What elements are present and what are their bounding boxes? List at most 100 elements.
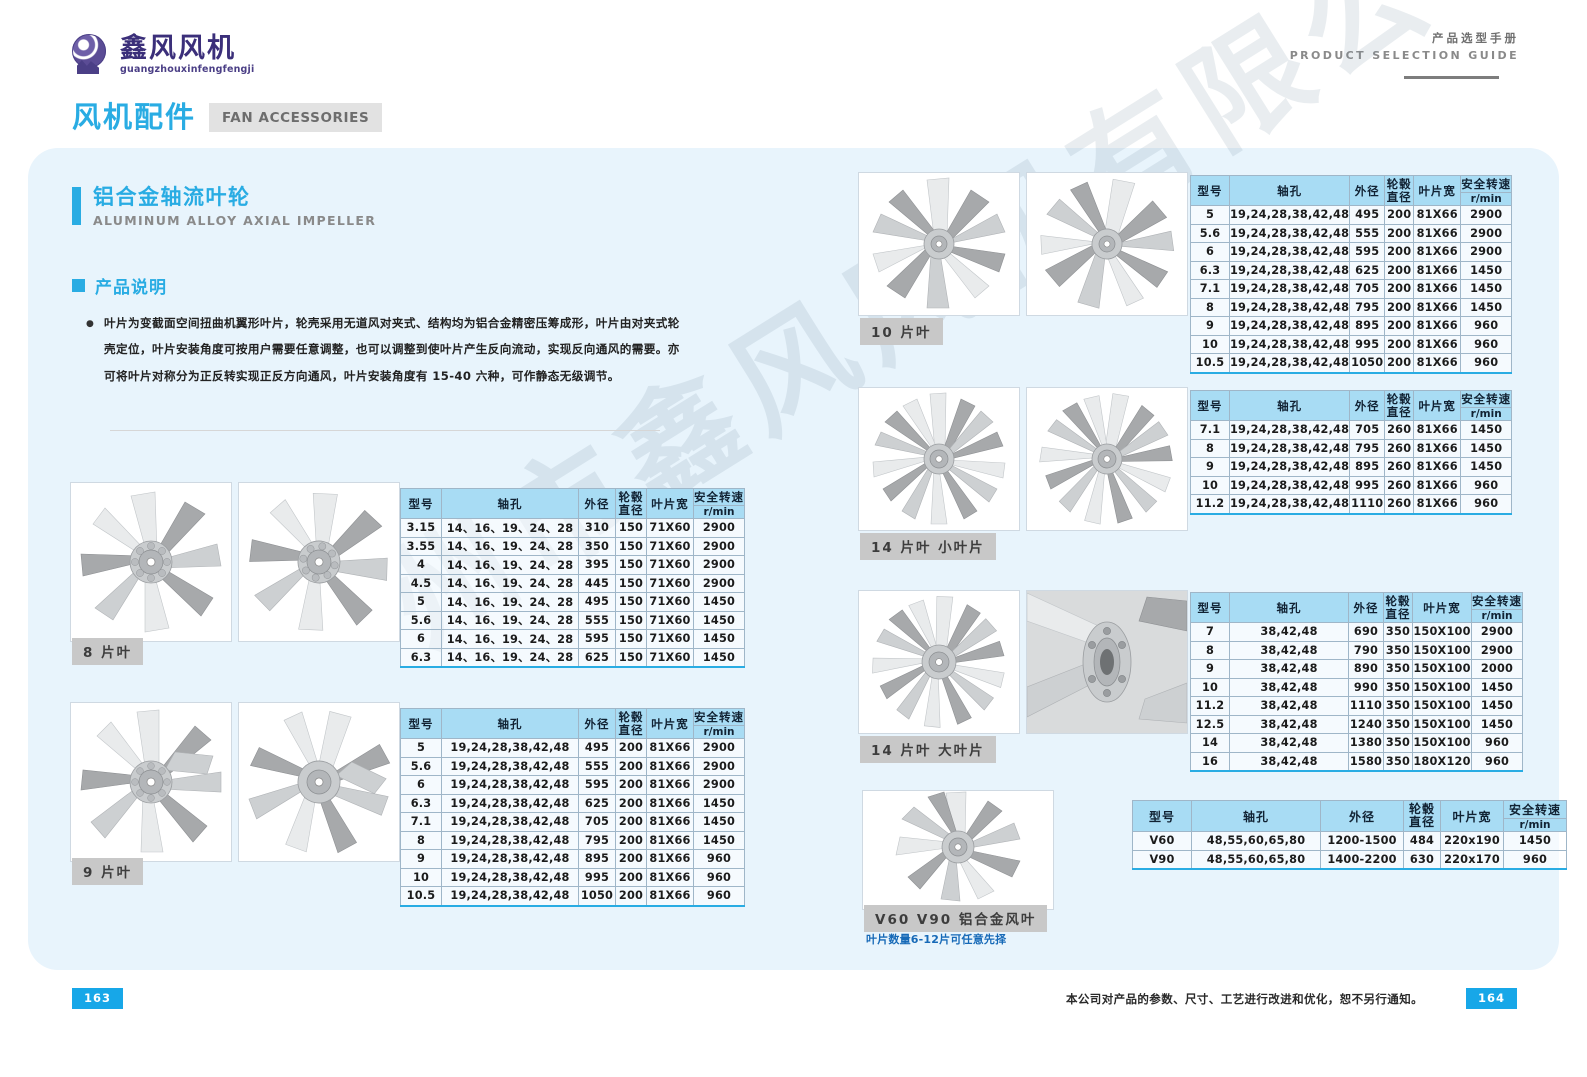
table-blade9: 型号 轴孔 外径 轮毂 直径 叶片宽 安全转速 r/min 5 19,24,28,… [400, 708, 745, 907]
th-speed-unit: r/min [693, 505, 745, 519]
company-logo-icon [72, 34, 112, 76]
table-cell: 2900 [1460, 223, 1513, 243]
table-cell: 38,42,48 [1229, 659, 1349, 679]
th-outer-dia: 外径 [1348, 592, 1384, 623]
table-cell: 16 [1190, 751, 1230, 772]
header-rule [1404, 76, 1499, 79]
th-outer-dia: 外径 [1349, 390, 1386, 421]
table-cell: 19,24,28,38,42,48 [441, 886, 579, 907]
header-title-en: PRODUCT SELECTION GUIDE [1289, 49, 1519, 62]
table-cell: 19,24,28,38,42,48 [1228, 353, 1351, 374]
table-cell: 350 [1383, 733, 1413, 753]
fan-14-blade-small-illustration [872, 392, 1006, 525]
table-cell: 200 [615, 775, 647, 795]
table-cell: 48,55,60,65,80 [1191, 849, 1321, 870]
product-title-cn: 铝合金轴流叶轮 [93, 185, 251, 209]
table-row: 5.6 19,24,28,38,42,48 555 200 81X66 2900 [400, 756, 745, 776]
table-cell: 19,24,28,38,42,48 [1228, 457, 1351, 477]
table-cell: 8 [1190, 297, 1230, 317]
table-cell: 1450 [693, 647, 745, 668]
page-number-left: 163 [72, 988, 124, 1009]
table-row: 6 19,24,28,38,42,48 595 200 81X66 2900 [1190, 242, 1513, 262]
table-cell: 260 [1384, 475, 1415, 495]
table-cell: 7.1 [1190, 279, 1230, 299]
table-cell: 71X60 [646, 592, 694, 612]
image-blade10-a [858, 172, 1020, 316]
th-outer-dia: 外径 [578, 708, 616, 739]
footer-note: 本公司对产品的参数、尺寸、工艺进行改进和优化，恕不另行通知。 [1066, 992, 1423, 1006]
table-cell: 81X66 [1413, 475, 1462, 495]
th-safe-speed: 安全转速 [1460, 390, 1513, 408]
table-row: 8 38,42,48 790 350 150X100 2900 [1190, 640, 1523, 660]
th-bore: 轴孔 [1229, 592, 1349, 623]
table-cell: 5.6 [400, 756, 442, 776]
fan-hub-closeup-illustration [1027, 591, 1187, 733]
table-cell: 180X120 [1412, 751, 1472, 772]
table-row: 5 14、16、19、24、28 495 150 71X60 1450 [400, 592, 745, 612]
table-cell: 38,42,48 [1229, 733, 1349, 753]
table-cell: 7.1 [400, 812, 442, 832]
table-cell: 220x170 [1440, 849, 1504, 870]
table-cell: 1050 [1349, 353, 1386, 374]
table-cell: 19,24,28,38,42,48 [1228, 316, 1351, 336]
table-row: 11.2 19,24,28,38,42,48 1110 260 81X66 960 [1190, 494, 1513, 515]
table-cell: 995 [578, 867, 616, 887]
table-cell: 705 [578, 812, 616, 832]
table-cell: 1580 [1348, 751, 1384, 772]
table-cell: 200 [1384, 316, 1415, 336]
table-cell: 960 [1460, 316, 1513, 336]
table-cell: 1450 [1460, 457, 1513, 477]
table-row: 7 38,42,48 690 350 150X100 2900 [1190, 622, 1523, 642]
th-hub-dia-l2: 直径 [1386, 404, 1412, 419]
table-cell: 81X66 [646, 775, 694, 795]
table-cell: 555 [1349, 223, 1386, 243]
table-cell: 960 [1503, 849, 1567, 870]
table-cell: 19,24,28,38,42,48 [1228, 205, 1351, 225]
table-cell: 1050 [578, 886, 616, 907]
th-blade-width: 叶片宽 [646, 488, 694, 519]
table-cell: 38,42,48 [1229, 677, 1349, 697]
bullet-dot-icon: ● [86, 319, 95, 329]
th-hub-dia-l2: 直径 [1385, 606, 1411, 621]
image-vseries [862, 790, 1054, 910]
table-cell: 9 [1190, 659, 1230, 679]
table-blade10-body: 5 19,24,28,38,42,48 495 200 81X66 2900 5.6 19,2… [1190, 205, 1513, 374]
table-cell: 81X66 [1413, 353, 1462, 374]
table-cell: 10 [1190, 334, 1230, 354]
table-cell: 445 [578, 573, 616, 593]
table-cell: 1110 [1348, 696, 1384, 716]
table-cell: 200 [1384, 205, 1415, 225]
th-bore: 轴孔 [441, 488, 579, 519]
brand-name-pinyin: guangzhouxinfengfengji [120, 64, 255, 76]
table-cell: 790 [1348, 640, 1384, 660]
table-row: 10.5 19,24,28,38,42,48 1050 200 81X66 960 [1190, 353, 1513, 374]
table-cell: 14、16、19、24、28 [441, 592, 579, 612]
table-cell: 81X66 [646, 830, 694, 850]
th-safe-speed: 安全转速 [693, 488, 745, 506]
table-cell: 1450 [693, 830, 745, 850]
th-hub-dia-l1: 轮毂 [1386, 177, 1412, 192]
th-speed-unit: r/min [1460, 192, 1513, 206]
th-hub-dia-l2: 直径 [618, 502, 644, 517]
table-cell: 995 [1349, 475, 1386, 495]
table-cell: 150X100 [1412, 696, 1472, 716]
th-safe-speed: 安全转速 [1460, 175, 1513, 193]
table-cell: 200 [1384, 260, 1415, 280]
table-cell: 1450 [1460, 279, 1513, 299]
table-cell: 11.2 [1190, 696, 1230, 716]
table-cell: 705 [1349, 420, 1386, 440]
table-cell: 220x190 [1440, 831, 1504, 851]
table-cell: 81X66 [646, 867, 694, 887]
table-cell: 1450 [693, 592, 745, 612]
table-row: V60 48,55,60,65,80 1200-1500 484 220x190 1450 [1132, 831, 1567, 851]
table-cell: 260 [1384, 494, 1415, 515]
table-cell: 71X60 [646, 518, 694, 538]
table-blade8: 型号 轴孔 外径 轮毂 直径 叶片宽 安全转速 r/min 3.15 14、16、… [400, 488, 745, 668]
th-speed-unit: r/min [1471, 609, 1523, 623]
table-blade14small-body: 7.1 19,24,28,38,42,48 705 260 81X66 1450 8 19,2… [1190, 420, 1513, 515]
caption-blade14small: 14 片叶 小叶片 [860, 533, 996, 560]
description-body: ● 叶片为变截面空间扭曲机翼形叶片，轮壳采用无道风对夹式、结构均为铝合金精密压筹… [86, 310, 688, 389]
fan-10-blade-illustration-alt [1027, 173, 1187, 315]
table-row: 9 19,24,28,38,42,48 895 260 81X66 1450 [1190, 457, 1513, 477]
table-cell: 71X60 [646, 610, 694, 630]
